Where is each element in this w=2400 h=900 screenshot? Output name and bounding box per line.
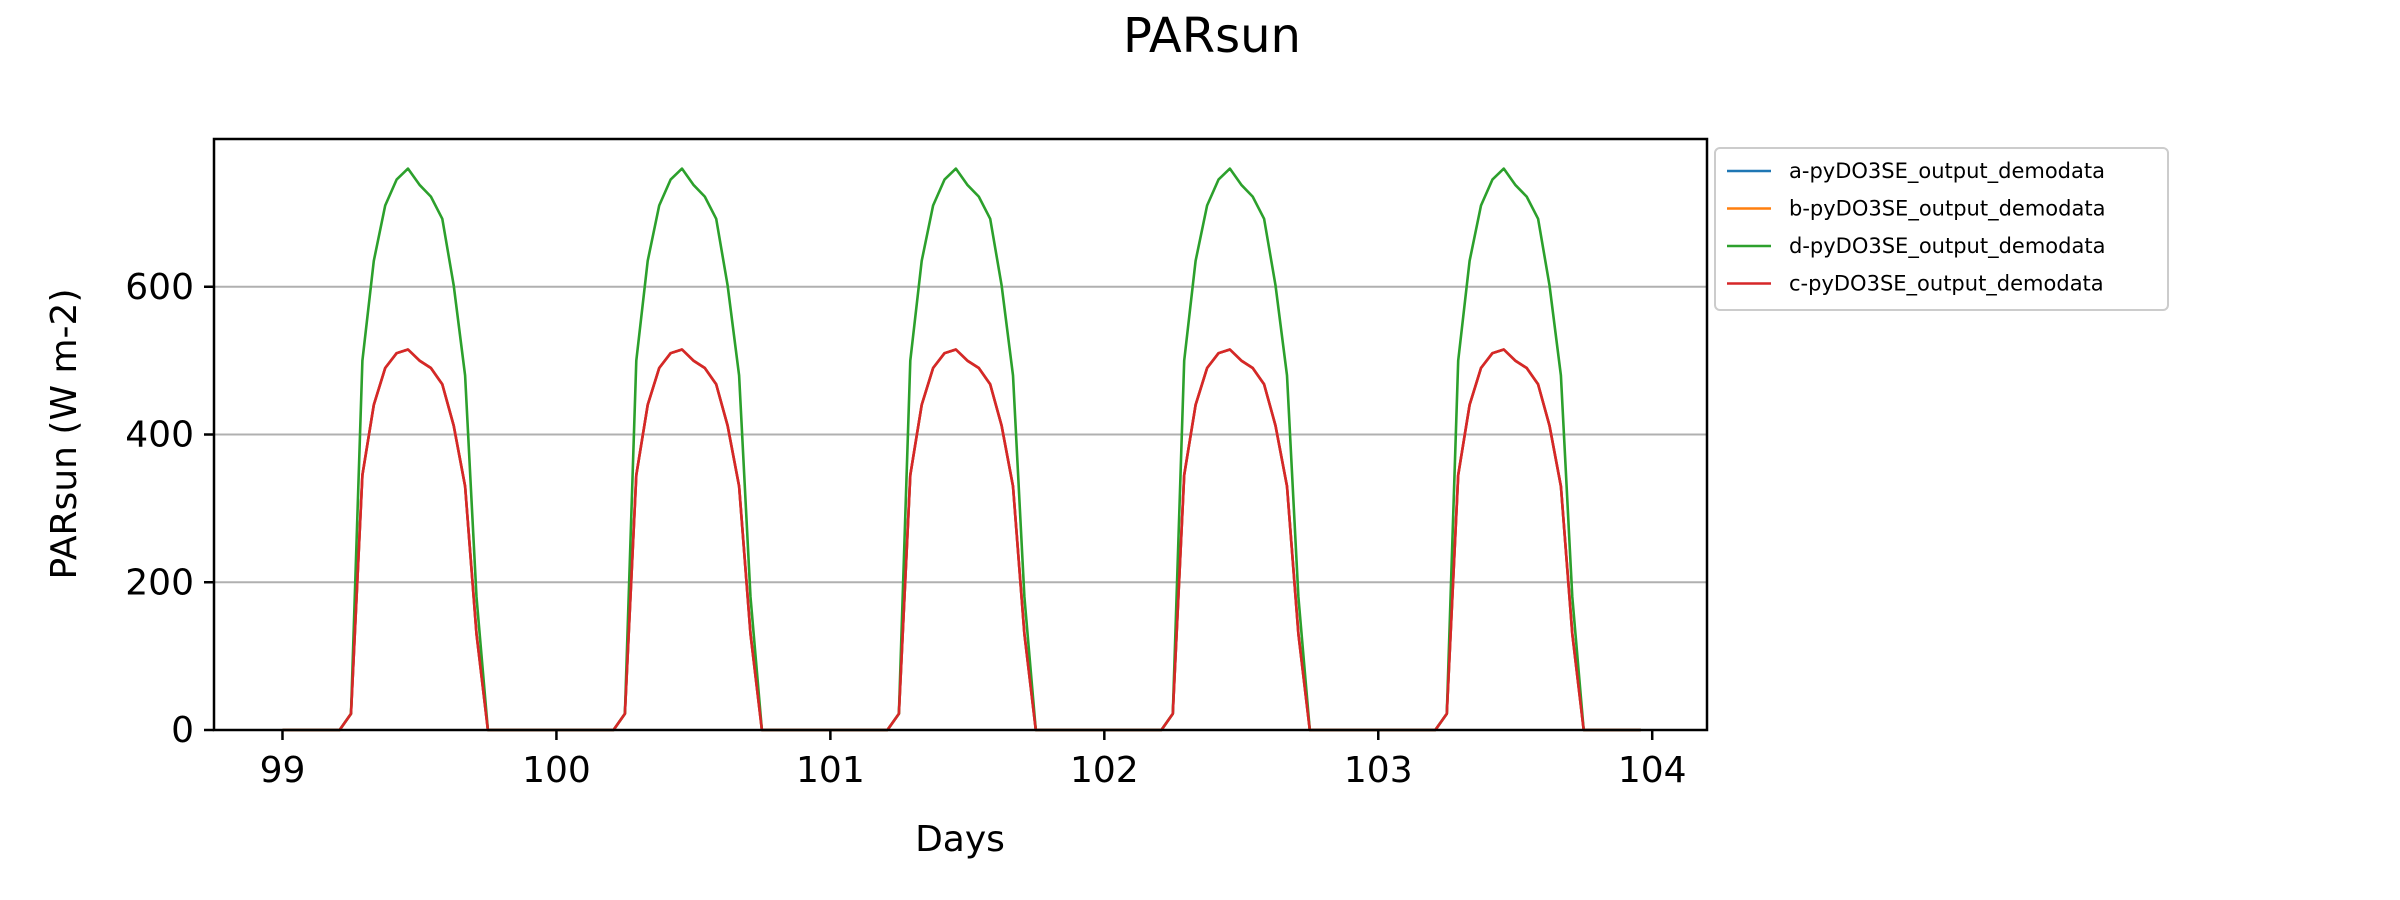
x-tick-label-1: 100	[522, 750, 591, 791]
legend-label-0: a-pyDO3SE_output_demodata	[1789, 159, 2105, 184]
legend-label-3: c-pyDO3SE_output_demodata	[1789, 272, 2104, 297]
y-axis-ticks: 0 200 400 600	[125, 267, 214, 751]
x-axis-ticks: 99 100 101 102 103 104	[260, 730, 1687, 791]
series-line-b-pyDO3SE_output_demodata	[282, 348, 1641, 732]
x-tick-label-0: 99	[260, 750, 306, 791]
y-tick-label-1: 200	[125, 562, 194, 603]
legend-label-2: d-pyDO3SE_output_demodata	[1789, 234, 2105, 259]
series-line-d-pyDO3SE_output_demodata	[282, 167, 1641, 732]
x-axis-label: Days	[915, 819, 1005, 860]
legend-label-1: b-pyDO3SE_output_demodata	[1789, 197, 2105, 222]
x-tick-label-4: 103	[1344, 750, 1413, 791]
legend: a-pyDO3SE_output_demodata b-pyDO3SE_outpu…	[1714, 147, 2169, 311]
chart-title: PARsun	[1123, 8, 1301, 64]
series-lines	[282, 167, 1641, 732]
x-tick-label-3: 102	[1070, 750, 1139, 791]
x-tick-label-5: 104	[1618, 750, 1687, 791]
series-line-c-pyDO3SE_output_demodata	[282, 348, 1641, 732]
gridlines	[214, 285, 1707, 584]
y-tick-label-3: 600	[125, 267, 194, 308]
legend-box	[1714, 147, 2169, 311]
y-tick-label-0: 0	[171, 710, 194, 751]
x-tick-label-2: 101	[796, 750, 865, 791]
y-tick-label-2: 400	[125, 415, 194, 456]
series-line-a-pyDO3SE_output_demodata	[282, 348, 1641, 732]
y-axis-label: PARsun (W m-2)	[44, 289, 85, 580]
